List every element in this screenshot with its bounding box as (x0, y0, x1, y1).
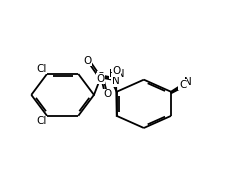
Text: N: N (183, 77, 191, 87)
Text: S: S (97, 72, 104, 82)
Text: O: O (103, 89, 111, 99)
Text: Cl: Cl (36, 116, 46, 126)
Text: Cl: Cl (36, 64, 46, 74)
Text: O: O (112, 66, 120, 76)
Text: N: N (111, 76, 119, 86)
Text: O: O (96, 74, 104, 84)
Text: O: O (83, 56, 91, 66)
Text: HN: HN (109, 69, 124, 79)
Text: C: C (178, 80, 185, 90)
